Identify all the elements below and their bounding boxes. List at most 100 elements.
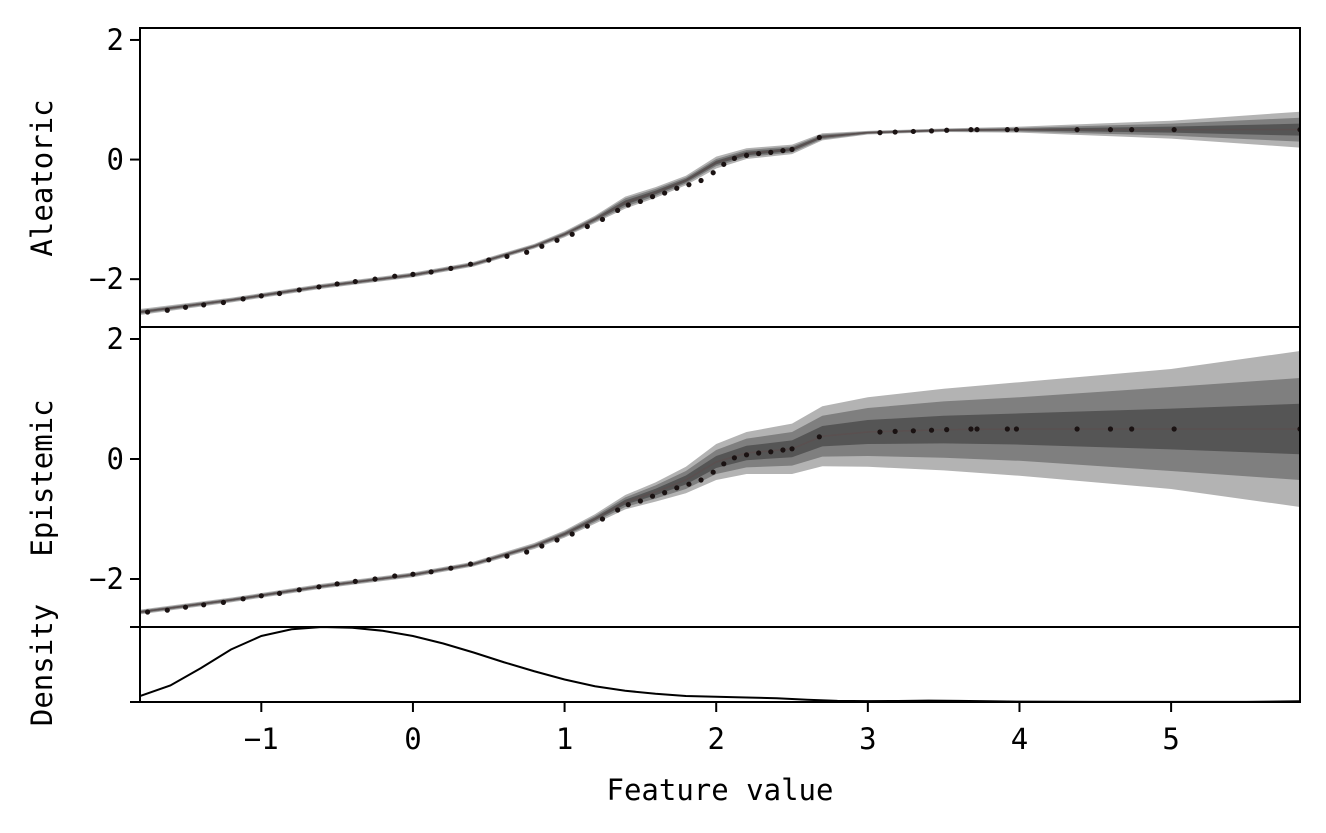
epistemic-data-point xyxy=(144,609,151,615)
aleatoric-data-point xyxy=(220,299,226,306)
aleatoric-data-point xyxy=(182,304,189,310)
epistemic-y-tick-label: 2 xyxy=(107,322,124,356)
epistemic-y-tick-label: −2 xyxy=(89,562,124,596)
epistemic-data-point xyxy=(486,557,492,563)
aleatoric-data-point xyxy=(296,287,302,293)
aleatoric-data-point xyxy=(584,223,590,230)
aleatoric-data-point xyxy=(539,243,545,249)
epistemic-data-point xyxy=(974,426,980,432)
epistemic-data-point xyxy=(240,596,246,602)
aleatoric-data-point xyxy=(674,185,680,191)
aleatoric-panel: −2 0 2 xyxy=(89,23,1301,328)
aleatoric-data-point xyxy=(504,253,510,260)
epistemic-data-point xyxy=(599,516,606,522)
aleatoric-data-point xyxy=(334,281,340,287)
epistemic-data-point xyxy=(428,569,434,575)
density-curve xyxy=(140,627,1300,702)
aleatoric-data-point xyxy=(649,194,656,200)
epistemic-data-point xyxy=(1129,426,1135,432)
aleatoric-data-point xyxy=(615,207,621,213)
aleatoric-data-point xyxy=(1171,127,1177,133)
x-tick-label: 3 xyxy=(859,722,876,756)
aleatoric-data-point xyxy=(1129,127,1135,133)
x-tick-label: 0 xyxy=(404,722,421,756)
aleatoric-band-middle xyxy=(140,117,1300,314)
aleatoric-data-point xyxy=(410,271,416,277)
aleatoric-y-tick-label: −2 xyxy=(89,262,124,296)
epistemic-data-point xyxy=(448,565,454,571)
epistemic-panel: −2 0 2 xyxy=(89,322,1301,628)
aleatoric-data-point xyxy=(768,149,774,155)
aleatoric-data-point xyxy=(974,127,980,133)
aleatoric-data-point xyxy=(637,198,643,205)
epistemic-y-tick-label: 0 xyxy=(107,442,124,476)
epistemic-data-point xyxy=(649,493,656,499)
epistemic-data-point xyxy=(569,531,575,537)
y-axis-label-aleatoric: Aleatoric xyxy=(25,99,59,256)
epistemic-data-point xyxy=(524,549,530,555)
aleatoric-data-point xyxy=(892,129,898,135)
aleatoric-data-point xyxy=(486,257,492,263)
epistemic-data-point xyxy=(743,452,750,458)
epistemic-data-point xyxy=(276,590,283,597)
aleatoric-y-tick-label: 2 xyxy=(107,23,124,57)
epistemic-data-point xyxy=(615,507,621,513)
x-tick-label: −1 xyxy=(244,722,279,756)
aleatoric-data-point xyxy=(276,290,283,297)
aleatoric-data-point xyxy=(698,177,704,184)
epistemic-data-point xyxy=(352,578,358,585)
x-tick-label: 1 xyxy=(556,722,573,756)
epistemic-data-point xyxy=(756,450,762,456)
epistemic-data-point xyxy=(296,587,302,593)
epistemic-data-point xyxy=(504,553,510,559)
epistemic-data-point xyxy=(316,584,322,590)
aleatoric-data-point xyxy=(1107,127,1114,133)
aleatoric-data-point xyxy=(316,284,322,290)
epistemic-data-point xyxy=(372,576,378,582)
epistemic-data-point xyxy=(410,571,416,577)
aleatoric-data-point xyxy=(743,152,750,158)
epistemic-data-point xyxy=(1171,426,1177,432)
epistemic-data-point xyxy=(768,449,774,455)
aleatoric-data-point xyxy=(1013,127,1020,133)
epistemic-data-point xyxy=(1004,426,1010,432)
epistemic-data-point xyxy=(637,498,643,504)
epistemic-data-point xyxy=(164,607,170,613)
epistemic-data-point xyxy=(780,447,786,453)
aleatoric-frame xyxy=(139,27,1301,328)
aleatoric-data-point xyxy=(686,182,692,188)
aleatoric-data-point xyxy=(1004,127,1010,133)
epistemic-data-point xyxy=(928,427,935,433)
epistemic-data-point xyxy=(698,477,704,483)
aleatoric-data-point xyxy=(372,276,378,282)
aleatoric-data-point xyxy=(625,202,631,208)
epistemic-data-point xyxy=(584,523,590,529)
aleatoric-data-point xyxy=(467,261,474,267)
aleatoric-band-inner xyxy=(140,123,1300,313)
aleatoric-data-point xyxy=(258,293,264,299)
aleatoric-data-point xyxy=(756,150,762,157)
epistemic-data-point xyxy=(392,573,398,579)
aleatoric-data-point xyxy=(448,265,454,271)
epistemic-data-point xyxy=(1074,426,1080,432)
density-frame xyxy=(139,626,1301,703)
epistemic-data-point xyxy=(910,428,916,434)
aleatoric-data-point xyxy=(599,216,606,222)
epistemic-data-point xyxy=(201,602,207,608)
x-axis-label: Feature value xyxy=(607,773,834,807)
density-panel: −1 0 1 2 3 4 5 xyxy=(130,626,1301,756)
epistemic-data-point xyxy=(467,561,474,567)
aleatoric-data-point xyxy=(710,170,716,176)
epistemic-data-point xyxy=(1107,426,1114,432)
epistemic-data-point xyxy=(220,599,226,606)
x-tick-label: 5 xyxy=(1162,722,1179,756)
epistemic-band-inner xyxy=(140,403,1300,613)
aleatoric-data-point xyxy=(721,161,727,167)
epistemic-data-point xyxy=(662,490,668,496)
epistemic-data-point xyxy=(892,428,898,434)
aleatoric-band-outer xyxy=(140,111,1300,316)
aleatoric-data-point xyxy=(968,127,974,133)
epistemic-data-point xyxy=(944,427,950,433)
aleatoric-y-tick-label: 0 xyxy=(107,143,124,177)
